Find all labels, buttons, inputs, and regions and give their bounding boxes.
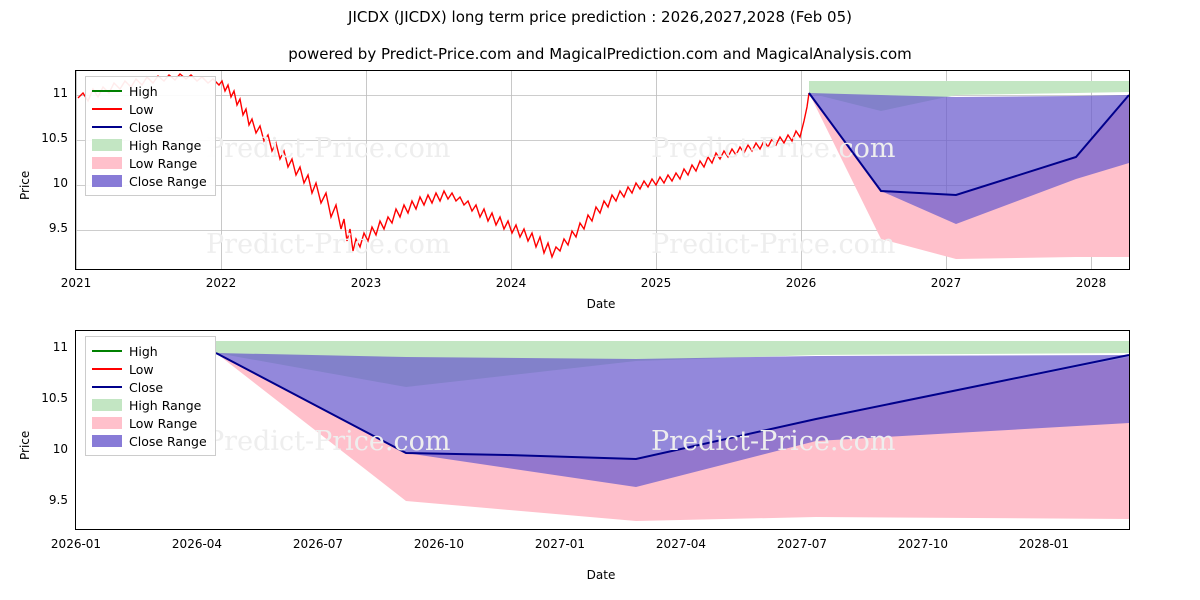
legend-item-close-range: Close Range bbox=[92, 432, 207, 450]
close-prediction-line bbox=[808, 92, 1129, 197]
x-axis-label: Date bbox=[586, 297, 616, 311]
watermark-text: Predict-Price.com bbox=[651, 229, 896, 260]
bottom-chart-panel: Predict-Price.com Predict-Price.com bbox=[75, 330, 1130, 530]
x-tick-label: 2022 bbox=[205, 276, 237, 290]
low-history-line bbox=[77, 73, 810, 260]
legend-item-high-range: High Range bbox=[92, 136, 207, 154]
legend-item-close: Close bbox=[92, 118, 207, 136]
high-range-patch-icon bbox=[92, 399, 122, 411]
x-tick-label: 2026 bbox=[785, 276, 817, 290]
watermark-text: Predict-Price.com bbox=[206, 426, 451, 457]
x-tick-label: 2026-04 bbox=[171, 537, 223, 551]
legend-label: Low Range bbox=[129, 155, 198, 171]
legend-item-high: High bbox=[92, 82, 207, 100]
legend-label: Close Range bbox=[129, 433, 207, 449]
watermark-text: Predict-Price.com bbox=[206, 133, 451, 164]
x-tick-label: 2021 bbox=[60, 276, 92, 290]
high-line-icon bbox=[92, 85, 122, 97]
y-tick-label: 10 bbox=[52, 176, 68, 190]
x-tick-label: 2027 bbox=[930, 276, 962, 290]
x-tick-label: 2027-07 bbox=[776, 537, 828, 551]
legend-label: Close bbox=[129, 379, 164, 395]
legend-label: High Range bbox=[129, 137, 202, 153]
legend-item-low: Low bbox=[92, 360, 207, 378]
y-tick-label: 11 bbox=[52, 86, 68, 100]
watermark-text: Predict-Price.com bbox=[206, 229, 451, 260]
top-legend: High Low Close High Range Low Range Clos… bbox=[85, 76, 216, 196]
legend-item-high-range: High Range bbox=[92, 396, 207, 414]
page-title: JICDX (JICDX) long term price prediction… bbox=[348, 8, 852, 26]
x-axis-label: Date bbox=[586, 568, 616, 582]
close-prediction-line bbox=[215, 352, 1129, 461]
page-subtitle: powered by Predict-Price.com and Magical… bbox=[288, 45, 912, 63]
legend-item-close-range: Close Range bbox=[92, 172, 207, 190]
low-range-patch-icon bbox=[92, 157, 122, 169]
x-tick-label: 2028-01 bbox=[1018, 537, 1070, 551]
high-line-icon bbox=[92, 345, 122, 357]
y-tick-label: 9.5 bbox=[48, 221, 68, 235]
y-tick-label: 9.5 bbox=[48, 493, 68, 507]
x-tick-label: 2026-07 bbox=[292, 537, 344, 551]
top-chart-panel: Predict-Price.com Predict-Price.com Pred… bbox=[75, 70, 1130, 270]
legend-item-low: Low bbox=[92, 100, 207, 118]
legend-label: Low bbox=[129, 101, 154, 117]
legend-label: Close bbox=[129, 119, 164, 135]
top-plot-area: Predict-Price.com Predict-Price.com Pred… bbox=[76, 71, 1129, 269]
x-tick-label: 2023 bbox=[350, 276, 382, 290]
x-tick-label: 2025 bbox=[640, 276, 672, 290]
close-line-icon bbox=[92, 381, 122, 393]
y-tick-label: 10.5 bbox=[41, 131, 68, 145]
x-tick-label: 2027-01 bbox=[534, 537, 586, 551]
y-tick-label: 10.5 bbox=[41, 391, 68, 405]
close-line-icon bbox=[92, 121, 122, 133]
x-tick-label: 2024 bbox=[495, 276, 527, 290]
y-tick-label: 10 bbox=[52, 442, 68, 456]
legend-label: High Range bbox=[129, 397, 202, 413]
watermark-text: Predict-Price.com bbox=[651, 426, 896, 457]
close-range-patch-icon bbox=[92, 175, 122, 187]
low-line-icon bbox=[92, 363, 122, 375]
legend-label: High bbox=[129, 343, 158, 359]
top-chart-svg bbox=[76, 71, 1129, 269]
legend-label: Low Range bbox=[129, 415, 198, 431]
legend-item-high: High bbox=[92, 342, 207, 360]
bottom-plot-area: Predict-Price.com Predict-Price.com bbox=[76, 331, 1129, 529]
bottom-chart-svg bbox=[215, 341, 1129, 521]
y-axis-label: Price bbox=[18, 430, 32, 460]
legend-item-close: Close bbox=[92, 378, 207, 396]
legend-item-low-range: Low Range bbox=[92, 154, 207, 172]
y-axis-label: Price bbox=[18, 170, 32, 200]
close-range-patch-icon bbox=[92, 435, 122, 447]
low-line-icon bbox=[92, 103, 122, 115]
bottom-legend: High Low Close High Range Low Range Clos… bbox=[85, 336, 216, 456]
high-range-patch-icon bbox=[92, 139, 122, 151]
x-tick-label: 2028 bbox=[1075, 276, 1107, 290]
low-range-patch-icon bbox=[92, 417, 122, 429]
legend-label: Close Range bbox=[129, 173, 207, 189]
legend-item-low-range: Low Range bbox=[92, 414, 207, 432]
low-range-band-fill bbox=[216, 353, 1129, 521]
legend-label: High bbox=[129, 83, 158, 99]
x-tick-label: 2027-04 bbox=[655, 537, 707, 551]
x-tick-label: 2026-10 bbox=[413, 537, 465, 551]
y-tick-label: 11 bbox=[52, 340, 68, 354]
legend-label: Low bbox=[129, 361, 154, 377]
x-tick-label: 2027-10 bbox=[897, 537, 949, 551]
low-range-band-fill bbox=[809, 93, 1129, 259]
watermark-text: Predict-Price.com bbox=[651, 133, 896, 164]
x-tick-label: 2026-01 bbox=[50, 537, 102, 551]
